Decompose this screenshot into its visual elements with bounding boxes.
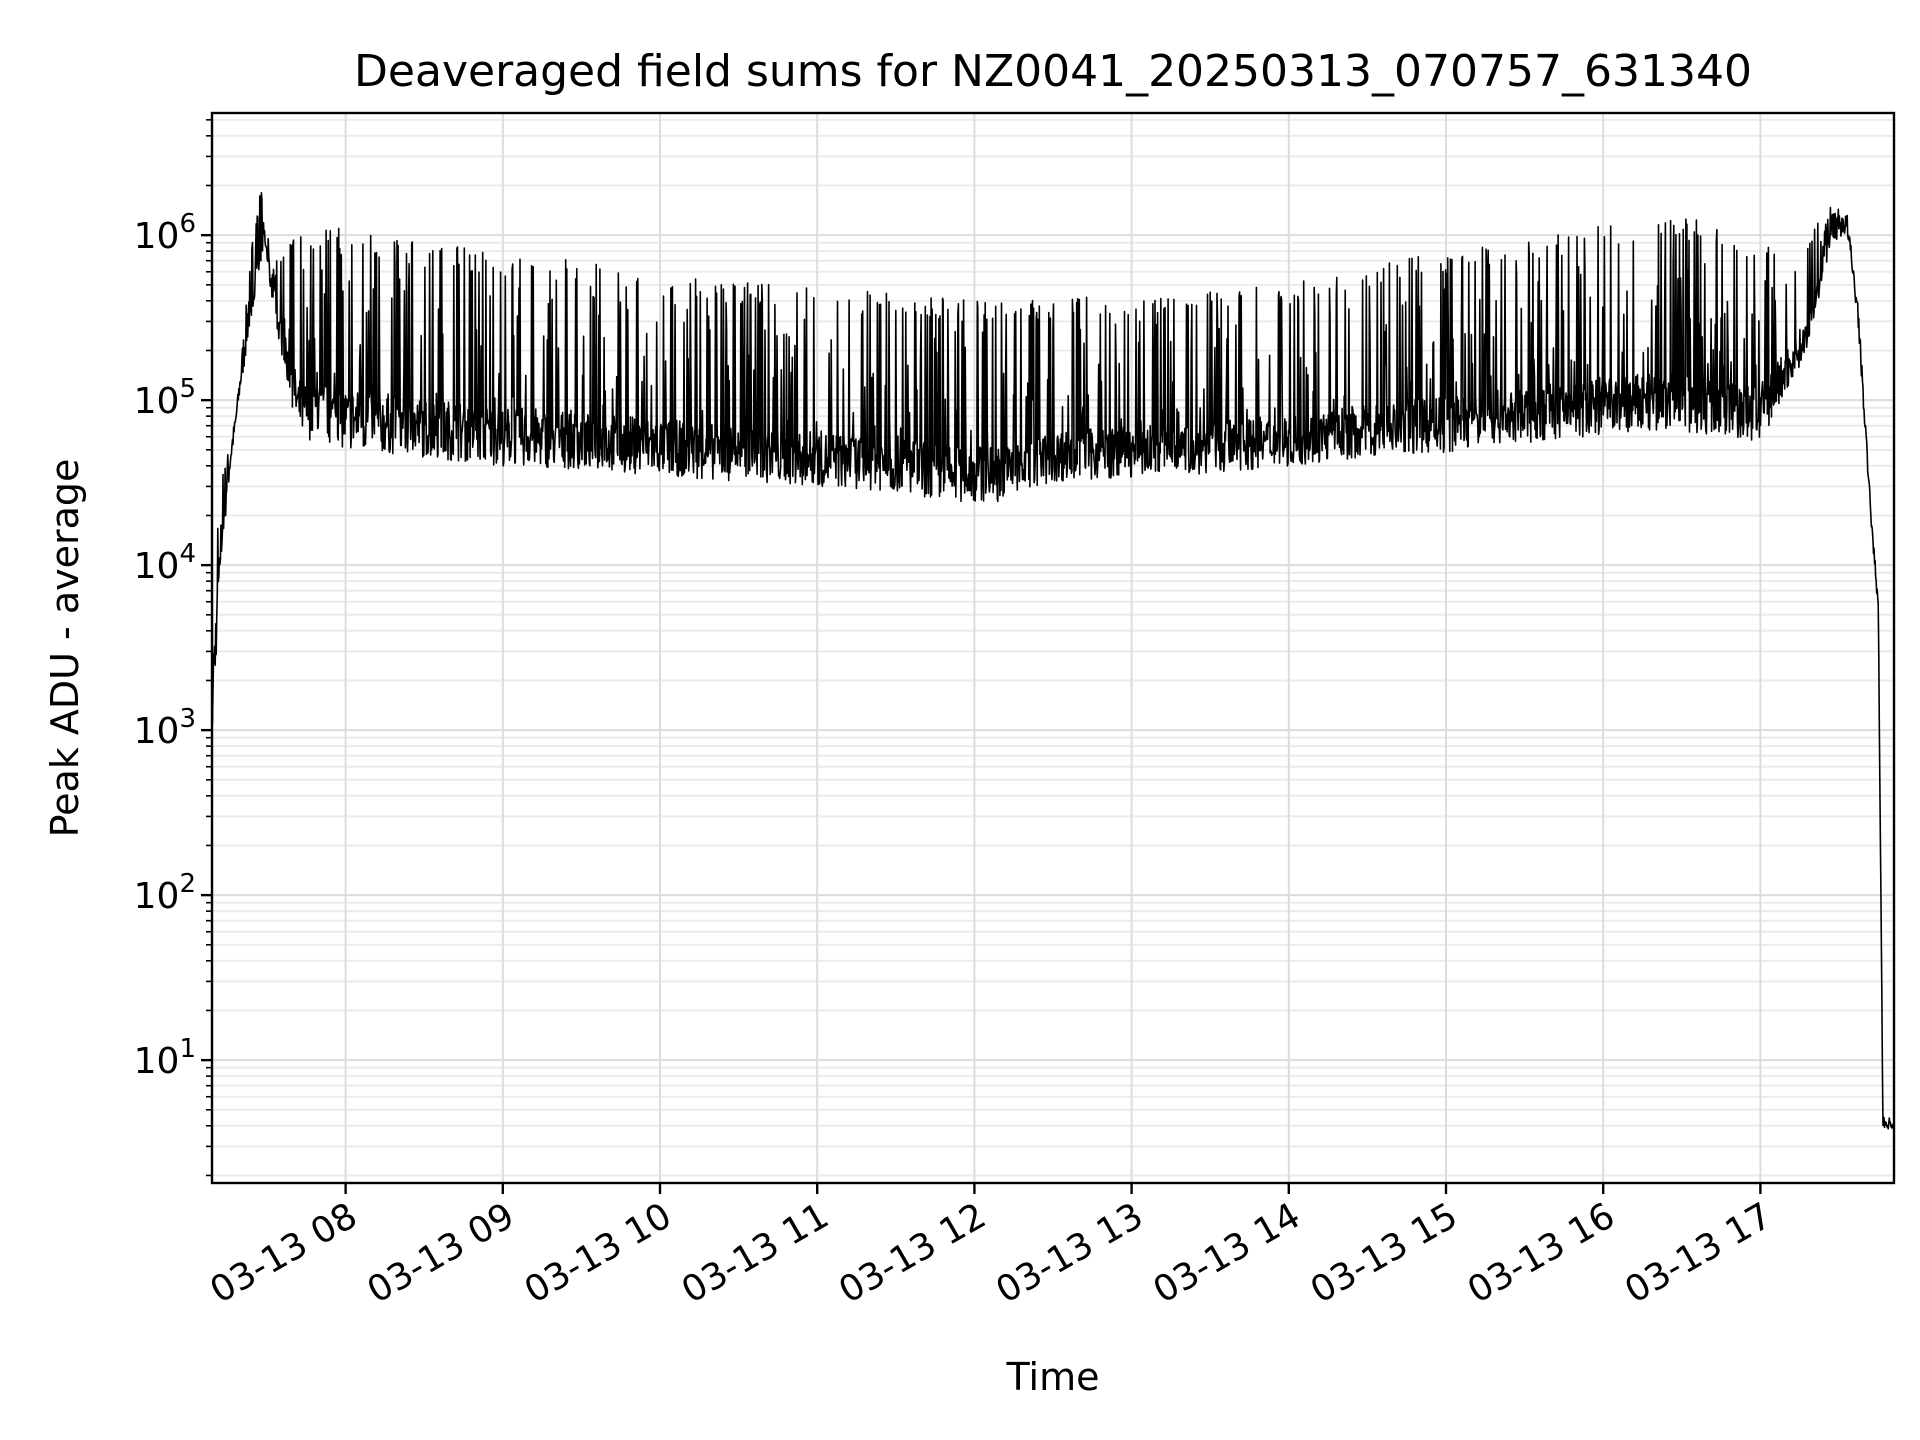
y-axis-label: Peak ADU - average [43, 459, 87, 838]
y-tick-label: 102 [134, 869, 196, 917]
y-tick-label: 101 [134, 1034, 196, 1082]
x-tick-label: 03-13 15 [1304, 1195, 1465, 1311]
y-tick-label: 105 [134, 374, 196, 422]
chart-title: Deaveraged field sums for NZ0041_2025031… [354, 46, 1752, 97]
x-tick-label: 03-13 16 [1461, 1195, 1622, 1311]
y-tick-label: 104 [134, 539, 196, 587]
x-tick-label: 03-13 11 [675, 1195, 836, 1311]
y-tick-labels: 101 102 103 104 105 106 [134, 209, 196, 1082]
x-tick-label: 03-13 14 [1147, 1195, 1308, 1311]
x-tick-label: 03-13 13 [989, 1195, 1150, 1311]
x-tick-label: 03-13 17 [1618, 1195, 1779, 1311]
x-tick-label: 03-13 09 [361, 1195, 522, 1311]
plot-area-frame [210, 111, 1896, 1185]
y-tick-label: 103 [134, 704, 196, 752]
x-tick-label: 03-13 12 [832, 1195, 993, 1311]
axis-ticks [201, 119, 1762, 1194]
x-tick-label: 03-13 08 [203, 1195, 364, 1311]
series-layer [211, 192, 1895, 1130]
x-axis-label: Time [1006, 1355, 1100, 1399]
series-line [211, 192, 1895, 1130]
y-tick-label: 106 [134, 209, 196, 257]
x-tick-label: 03-13 10 [518, 1195, 679, 1311]
